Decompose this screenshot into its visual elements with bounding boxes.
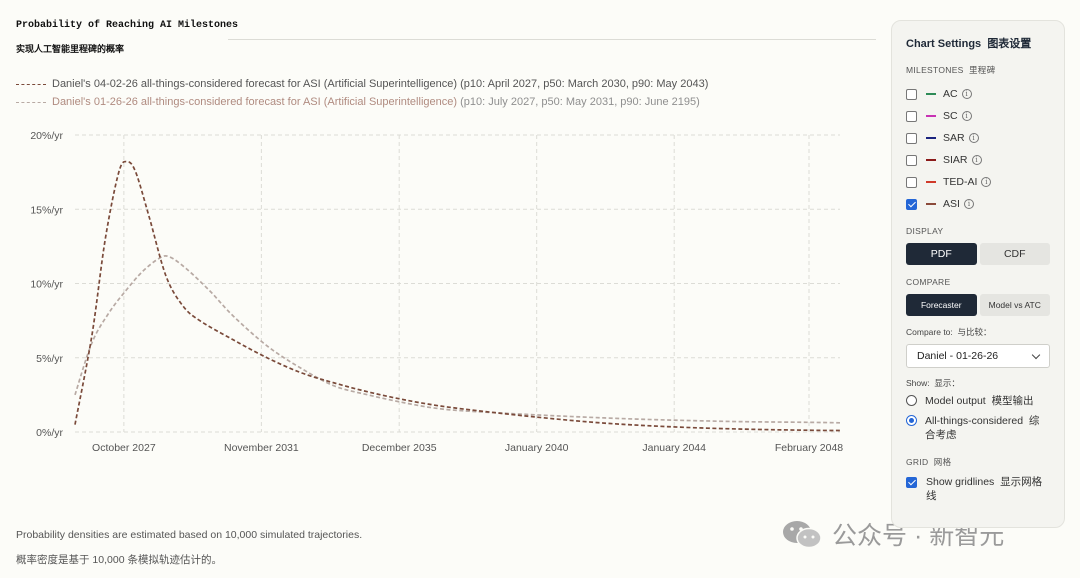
gridlines-label: Show gridlines 显示网格线 xyxy=(926,476,1043,502)
info-icon[interactable]: i xyxy=(981,177,992,187)
compare-model-vs-atc-button[interactable]: Model vs ATC xyxy=(979,294,1050,316)
series-01-26-26-line xyxy=(74,254,841,424)
x-tick-label: February 2048 xyxy=(775,442,843,454)
milestone-color-swatch xyxy=(926,159,936,161)
x-tick-label: January 2044 xyxy=(642,442,706,454)
x-tick-label: November 2031 xyxy=(224,442,299,454)
radio-label: Model output 模型输出 xyxy=(925,395,1034,407)
chart-subtitle: 实现人工智能里程碑的概率 xyxy=(16,44,125,54)
milestone-sc[interactable]: SC i xyxy=(906,105,1050,127)
radio-button-selected[interactable] xyxy=(906,415,917,426)
display-toggle: PDF CDF xyxy=(906,243,1050,265)
compare-to-value: Daniel - 01-26-26 xyxy=(917,350,999,362)
milestone-asi[interactable]: ASI i xyxy=(906,193,1050,215)
milestone-checkbox[interactable] xyxy=(906,88,917,100)
x-tick-label: December 2035 xyxy=(362,442,437,454)
legend-detail: (p10: April 2027, p50: March 2030, p90: … xyxy=(460,78,709,90)
milestone-sar[interactable]: SAR i xyxy=(906,127,1050,149)
milestone-label: SAR xyxy=(943,132,965,144)
milestone-checkbox[interactable] xyxy=(906,154,917,166)
display-pdf-button[interactable]: PDF xyxy=(906,243,977,265)
milestone-siar[interactable]: SIAR i xyxy=(906,149,1050,171)
footnote-en: Probability densities are estimated base… xyxy=(16,529,363,541)
display-cdf-button[interactable]: CDF xyxy=(979,243,1050,265)
gridlines-checkbox[interactable] xyxy=(906,477,917,488)
title-divider xyxy=(228,39,876,40)
compare-to-select[interactable]: Daniel - 01-26-26 xyxy=(906,344,1050,368)
milestone-list: AC i SC i SAR i SIAR i TED-AI i ASI i xyxy=(906,83,1050,215)
info-icon[interactable]: i xyxy=(961,111,972,121)
wechat-icon xyxy=(783,521,822,549)
info-icon[interactable]: i xyxy=(971,155,982,165)
settings-title: Chart Settings 图表设置 xyxy=(906,38,1032,50)
y-tick-label: 20%/yr xyxy=(30,130,63,142)
y-tick-label: 15%/yr xyxy=(30,204,63,216)
milestone-ac[interactable]: AC i xyxy=(906,83,1050,105)
footnote-zh: 概率密度是基于 10,000 条模拟轨迹估计的。 xyxy=(16,554,222,566)
y-tick-label: 5%/yr xyxy=(36,353,63,365)
milestone-checkbox[interactable] xyxy=(906,132,917,144)
chevron-down-icon xyxy=(1031,350,1041,359)
legend-item-01-26-26[interactable]: Daniel's 01-26-26 all-things-considered … xyxy=(16,93,708,111)
x-tick-label: October 2027 xyxy=(92,442,156,454)
legend-swatch-dashed-dark xyxy=(16,83,46,85)
legend-label: Daniel's 04-02-26 all-things-considered … xyxy=(52,78,458,90)
compare-forecaster-button[interactable]: Forecaster xyxy=(906,294,977,316)
milestones-label: MILESTONES 里程碑 xyxy=(906,65,996,75)
compare-toggle: Forecaster Model vs ATC xyxy=(906,294,1050,316)
legend-detail: (p10: July 2027, p50: May 2031, p90: Jun… xyxy=(460,96,700,108)
info-icon[interactable]: i xyxy=(963,199,974,209)
legend-label: Daniel's 01-26-26 all-things-considered … xyxy=(52,96,458,108)
show-gridlines-checkbox-row[interactable]: Show gridlines 显示网格线 xyxy=(906,475,1050,503)
milestone-color-swatch xyxy=(926,115,936,117)
show-label: Show: 显示： xyxy=(906,378,960,388)
y-tick-label: 0%/yr xyxy=(36,427,63,439)
show-all-things-considered-radio[interactable]: All-things-considered 综合考虑 xyxy=(906,414,1050,442)
milestone-label: SIAR xyxy=(943,154,968,166)
milestone-color-swatch xyxy=(926,93,936,95)
display-label: DISPLAY xyxy=(906,226,944,236)
series-04-02-26-line xyxy=(74,160,841,432)
milestone-checkbox[interactable] xyxy=(906,176,917,188)
chart-legend: Daniel's 04-02-26 all-things-considered … xyxy=(16,75,708,111)
milestone-ted-ai[interactable]: TED-AI i xyxy=(906,171,1050,193)
density-chart: 0%/yr 5%/yr 10%/yr 15%/yr 20%/yr October 2027… xyxy=(30,130,843,454)
milestone-checkbox[interactable] xyxy=(906,110,917,122)
milestone-label: AC xyxy=(943,88,958,100)
milestone-label: SC xyxy=(943,110,958,122)
y-tick-label: 10%/yr xyxy=(30,279,63,291)
chart-title: Probability of Reaching AI Milestones xyxy=(16,20,239,31)
milestone-color-swatch xyxy=(926,203,936,205)
info-icon[interactable]: i xyxy=(968,133,979,143)
grid-label: GRID 网格 xyxy=(906,457,952,467)
milestone-color-swatch xyxy=(926,181,936,183)
compare-label: COMPARE xyxy=(906,277,951,287)
milestone-label: TED-AI xyxy=(943,176,978,188)
x-tick-label: January 2040 xyxy=(505,442,569,454)
milestone-checkbox[interactable] xyxy=(906,198,917,210)
legend-item-04-02-26[interactable]: Daniel's 04-02-26 all-things-considered … xyxy=(16,75,708,93)
legend-swatch-dashed-light xyxy=(16,101,46,103)
show-model-output-radio[interactable]: Model output 模型输出 xyxy=(906,394,1050,408)
radio-button[interactable] xyxy=(906,395,917,406)
compare-to-label: Compare to: 与比较： xyxy=(906,327,992,337)
info-icon[interactable]: i xyxy=(961,89,972,99)
milestone-color-swatch xyxy=(926,137,936,139)
milestone-label: ASI xyxy=(943,198,960,210)
radio-label: All-things-considered 综合考虑 xyxy=(925,415,1040,441)
chart-settings-panel: Chart Settings 图表设置 MILESTONES 里程碑 AC i SC… xyxy=(891,20,1065,528)
